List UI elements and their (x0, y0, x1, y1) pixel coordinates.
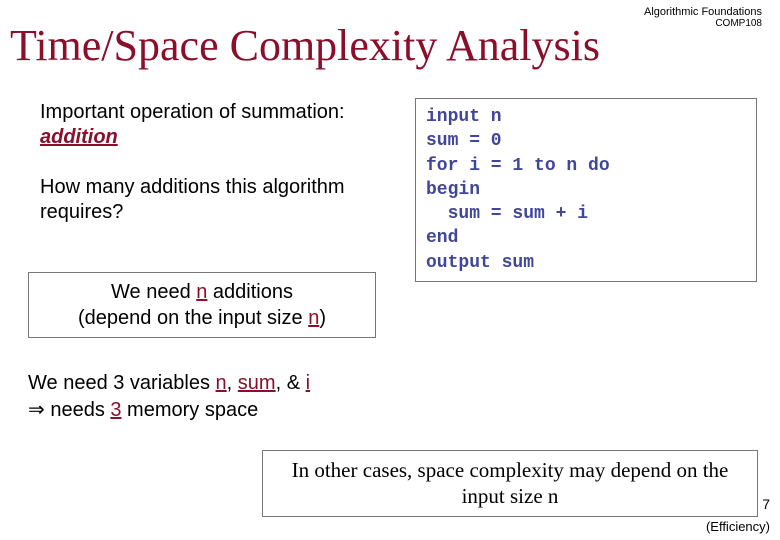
course-title: Algorithmic Foundations (644, 6, 762, 18)
b1-n1: n (196, 281, 207, 303)
page-number: 7 (762, 496, 770, 512)
code-line-3: begin (426, 180, 480, 200)
intro-paragraph-1: Important operation of summation: additi… (40, 100, 380, 150)
space-note-box: In other cases, space complexity may dep… (262, 450, 758, 517)
code-line-0: input n (426, 107, 502, 127)
b1-b: additions (207, 281, 293, 303)
intro-paragraph-2: How many additions this algorithm requir… (40, 175, 380, 225)
code-line-2: for i = 1 to n do (426, 156, 610, 176)
b2-a: We need 3 variables (28, 372, 216, 394)
b1-d: ) (319, 307, 326, 329)
b1-a: We need (111, 281, 196, 303)
intro1-highlight: addition (40, 126, 118, 148)
b2-v3: i (306, 372, 310, 394)
code-line-6: output sum (426, 253, 534, 273)
b1-n2: n (308, 307, 319, 329)
b2-c: memory space (122, 399, 259, 421)
additions-box: We need n additions (depend on the input… (28, 272, 376, 338)
code-line-1: sum = 0 (426, 131, 502, 151)
b2-b: needs (45, 399, 111, 421)
b2-arrow: ⇒ (28, 399, 45, 421)
intro1-text: Important operation of summation: (40, 101, 345, 123)
b2-s1: , (227, 372, 238, 394)
course-code: COMP108 (644, 18, 762, 29)
code-line-5: end (426, 228, 458, 248)
b2-three: 3 (110, 399, 121, 421)
pseudocode-box: input n sum = 0 for i = 1 to n do begin … (415, 98, 757, 282)
b2-v1: n (216, 372, 227, 394)
code-line-4: sum = sum + i (426, 204, 588, 224)
b1-c: (depend on the input size (78, 307, 308, 329)
variables-box: We need 3 variables n, sum, & i ⇒ needs … (28, 370, 378, 424)
footer-label: (Efficiency) (706, 519, 770, 534)
b2-s2: , & (276, 372, 306, 394)
slide-title: Time/Space Complexity Analysis (10, 20, 600, 71)
course-header: Algorithmic Foundations COMP108 (644, 6, 762, 29)
b2-v2: sum (238, 372, 276, 394)
